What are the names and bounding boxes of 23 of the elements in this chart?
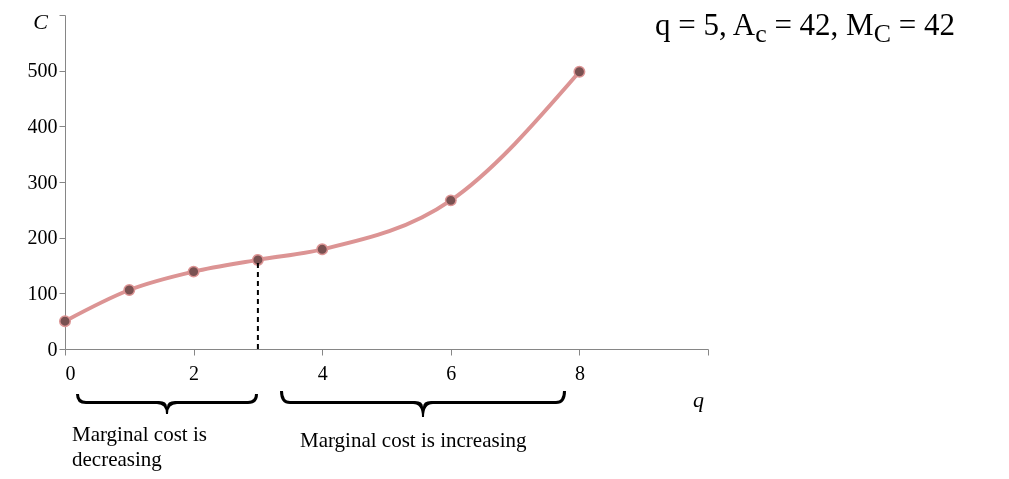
point bbox=[187, 265, 200, 278]
x-tick-label: 2 bbox=[189, 361, 200, 384]
y-tick-label: 0 bbox=[47, 337, 58, 360]
x-tick-label: 8 bbox=[574, 361, 585, 384]
point bbox=[316, 243, 329, 256]
x-tick-label: 4 bbox=[317, 361, 328, 384]
point bbox=[444, 194, 457, 207]
y-tick-label: 100 bbox=[27, 281, 58, 304]
y-axis-title: C bbox=[33, 8, 49, 34]
text: Marginal cost is decreasing bbox=[72, 422, 208, 473]
y-tick-label: 200 bbox=[27, 226, 58, 249]
point bbox=[123, 284, 136, 296]
y-tick-label: 300 bbox=[27, 170, 58, 193]
point bbox=[59, 315, 71, 328]
y-tick-label: 400 bbox=[27, 114, 58, 137]
x-tick-label: 6 bbox=[446, 361, 457, 384]
x-axis-title: q bbox=[693, 386, 704, 412]
point bbox=[573, 65, 586, 78]
x-tick-label: 0 bbox=[65, 361, 76, 384]
text: Marginal cost is increasing bbox=[300, 428, 528, 454]
point bbox=[251, 253, 264, 266]
annotation: q = 5, A$_{c}$ = 42, M$_{C}$ = 42 bbox=[655, 6, 956, 51]
y-tick-label: 500 bbox=[27, 59, 58, 82]
